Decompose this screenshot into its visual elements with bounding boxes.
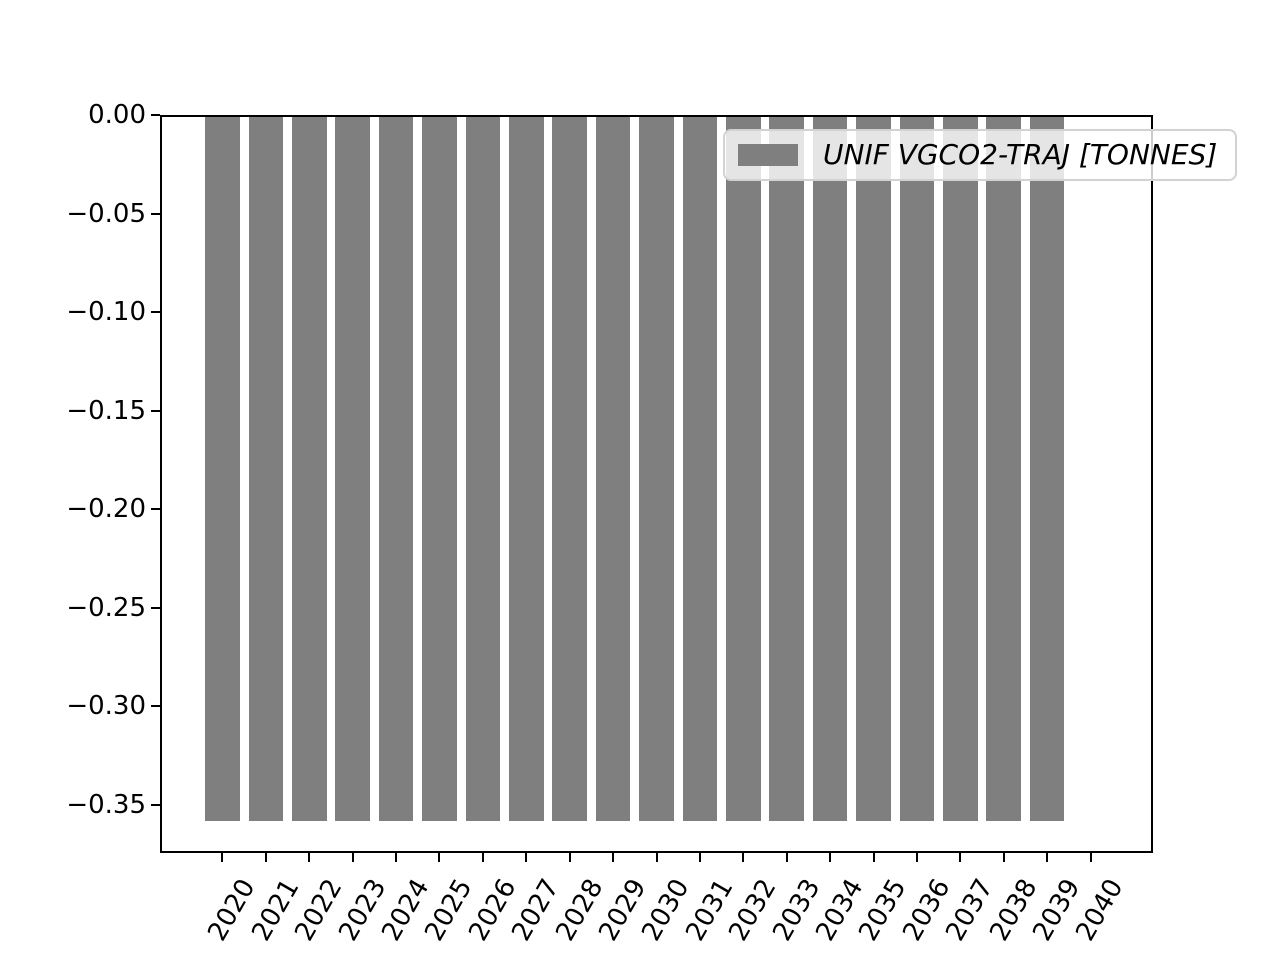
legend: UNIF VGCO2-TRAJ [TONNES]: [723, 129, 1238, 181]
x-tick-mark: [1046, 853, 1049, 862]
x-tick-mark: [221, 853, 224, 862]
x-tick-label-text: 2020: [202, 874, 262, 947]
bar-2031: [682, 117, 718, 821]
bar-2021: [248, 117, 284, 821]
x-tick-label-text: 2035: [853, 874, 913, 947]
bar-2030: [639, 117, 674, 821]
y-tick-label: −0.35: [66, 789, 146, 820]
y-tick-label: −0.25: [66, 592, 146, 623]
x-tick-mark: [872, 853, 875, 862]
y-tick-label: −0.15: [66, 395, 146, 426]
y-tick-mark: [151, 114, 160, 116]
x-tick-mark: [1002, 853, 1005, 862]
x-tick-label-text: 2039: [1027, 874, 1087, 947]
x-tick-label-text: 2022: [289, 874, 349, 947]
y-tick-mark: [151, 803, 160, 806]
x-tick-mark: [698, 853, 701, 862]
x-tick-mark: [568, 853, 571, 862]
x-tick-mark: [395, 853, 398, 862]
x-tick-label-text: 2037: [940, 874, 1000, 947]
x-tick-mark: [915, 853, 918, 862]
x-tick-mark: [1089, 853, 1092, 862]
legend-label: UNIF VGCO2-TRAJ [TONNES]: [823, 138, 1218, 171]
x-tick-label-text: 2025: [419, 874, 479, 947]
bar-2035: [856, 117, 891, 821]
bar-2029: [595, 117, 631, 821]
x-tick-mark: [829, 853, 832, 862]
x-tick-label-text: 2040: [1070, 874, 1130, 947]
bar-2022: [291, 117, 327, 821]
x-tick-label-text: 2031: [680, 874, 740, 947]
y-tick-label: −0.30: [66, 691, 146, 722]
bar-2025: [422, 117, 457, 821]
bar-2023: [335, 117, 371, 821]
x-tick-label-text: 2032: [723, 874, 783, 947]
bar-2032: [725, 117, 761, 821]
bar-2033: [769, 117, 805, 821]
bar-2038: [986, 117, 1022, 821]
bar-2024: [378, 117, 414, 821]
x-tick-label-text: 2038: [983, 874, 1043, 947]
x-tick-mark: [438, 853, 441, 862]
y-tick-mark: [151, 212, 160, 215]
x-tick-label-text: 2033: [766, 874, 826, 947]
bar-2026: [465, 117, 501, 821]
x-tick-label-text: 2030: [636, 874, 696, 947]
y-tick-mark: [151, 508, 160, 511]
x-tick-label-text: 2034: [810, 874, 870, 947]
x-tick-label-text: 2026: [463, 874, 523, 947]
bar-2036: [899, 117, 935, 821]
x-tick-label-text: 2028: [549, 874, 609, 947]
x-tick-mark: [612, 853, 615, 862]
y-tick-mark: [151, 606, 160, 609]
y-tick-label: −0.20: [66, 494, 146, 525]
x-tick-mark: [525, 853, 528, 862]
x-tick-mark: [481, 853, 484, 862]
x-tick-label-text: 2029: [593, 874, 653, 947]
y-tick-mark: [151, 409, 160, 412]
x-tick-mark: [308, 853, 311, 862]
y-tick-label: −0.05: [66, 198, 146, 229]
x-tick-label-text: 2023: [332, 874, 392, 947]
bar-2037: [942, 117, 978, 821]
x-tick-mark: [785, 853, 788, 862]
y-tick-label: −0.10: [66, 297, 146, 328]
x-tick-mark: [742, 853, 745, 862]
x-tick-label-text: 2024: [376, 874, 436, 947]
legend-swatch: [738, 144, 798, 166]
y-tick-label: 0.00: [88, 100, 146, 130]
bars-layer: [162, 117, 1151, 851]
x-tick-label-text: 2021: [246, 874, 306, 947]
x-tick-mark: [655, 853, 658, 862]
bar-2020: [205, 117, 240, 821]
x-tick-mark: [351, 853, 354, 862]
x-tick-mark: [264, 853, 267, 862]
y-tick-mark: [151, 705, 160, 708]
bar-2039: [1029, 117, 1065, 821]
x-tick-label-text: 2036: [897, 874, 957, 947]
bar-2027: [508, 117, 544, 821]
x-tick-label-text: 2027: [506, 874, 566, 947]
bar-2034: [812, 117, 848, 821]
plot-area: [160, 115, 1153, 853]
y-tick-mark: [151, 311, 160, 314]
x-tick-mark: [959, 853, 962, 862]
bar-2028: [552, 117, 588, 821]
